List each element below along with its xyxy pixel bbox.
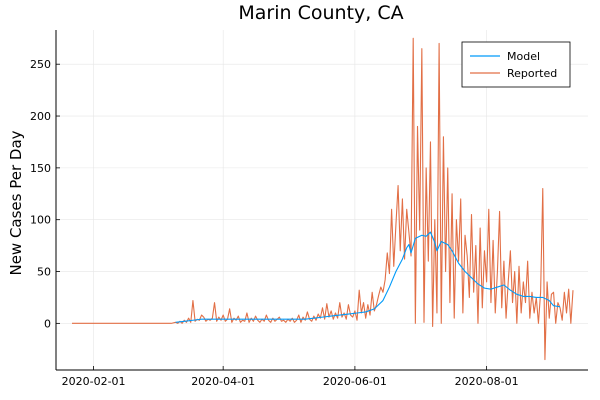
x-tick-label: 2020-02-01 <box>62 375 126 388</box>
y-tick-label: 200 <box>30 110 51 123</box>
series-line-reported <box>72 37 574 361</box>
y-tick-label: 50 <box>37 266 51 279</box>
tick-labels: 0 50 100 150 200 250 2020-02-01 2020-04-01 2020-… <box>30 58 519 388</box>
legend-label-reported: Reported <box>507 67 557 80</box>
x-tick-label: 2020-08-01 <box>455 375 519 388</box>
legend-label-model: Model <box>507 50 540 63</box>
y-axis-label: New Cases Per Day <box>7 130 25 275</box>
x-tick-label: 2020-06-01 <box>323 375 387 388</box>
series-lines <box>72 37 574 361</box>
legend-box <box>461 41 571 88</box>
y-tick-label: 0 <box>44 317 51 330</box>
series-line-model <box>175 231 561 323</box>
y-tick-label: 150 <box>30 162 51 175</box>
legend: Model Reported <box>461 41 571 88</box>
x-tick-label: 2020-04-01 <box>191 375 255 388</box>
grid <box>56 30 588 370</box>
y-tick-label: 100 <box>30 214 51 227</box>
axes <box>55 30 588 371</box>
chart-title: Marin County, CA <box>238 2 403 24</box>
y-tick-label: 250 <box>30 58 51 71</box>
